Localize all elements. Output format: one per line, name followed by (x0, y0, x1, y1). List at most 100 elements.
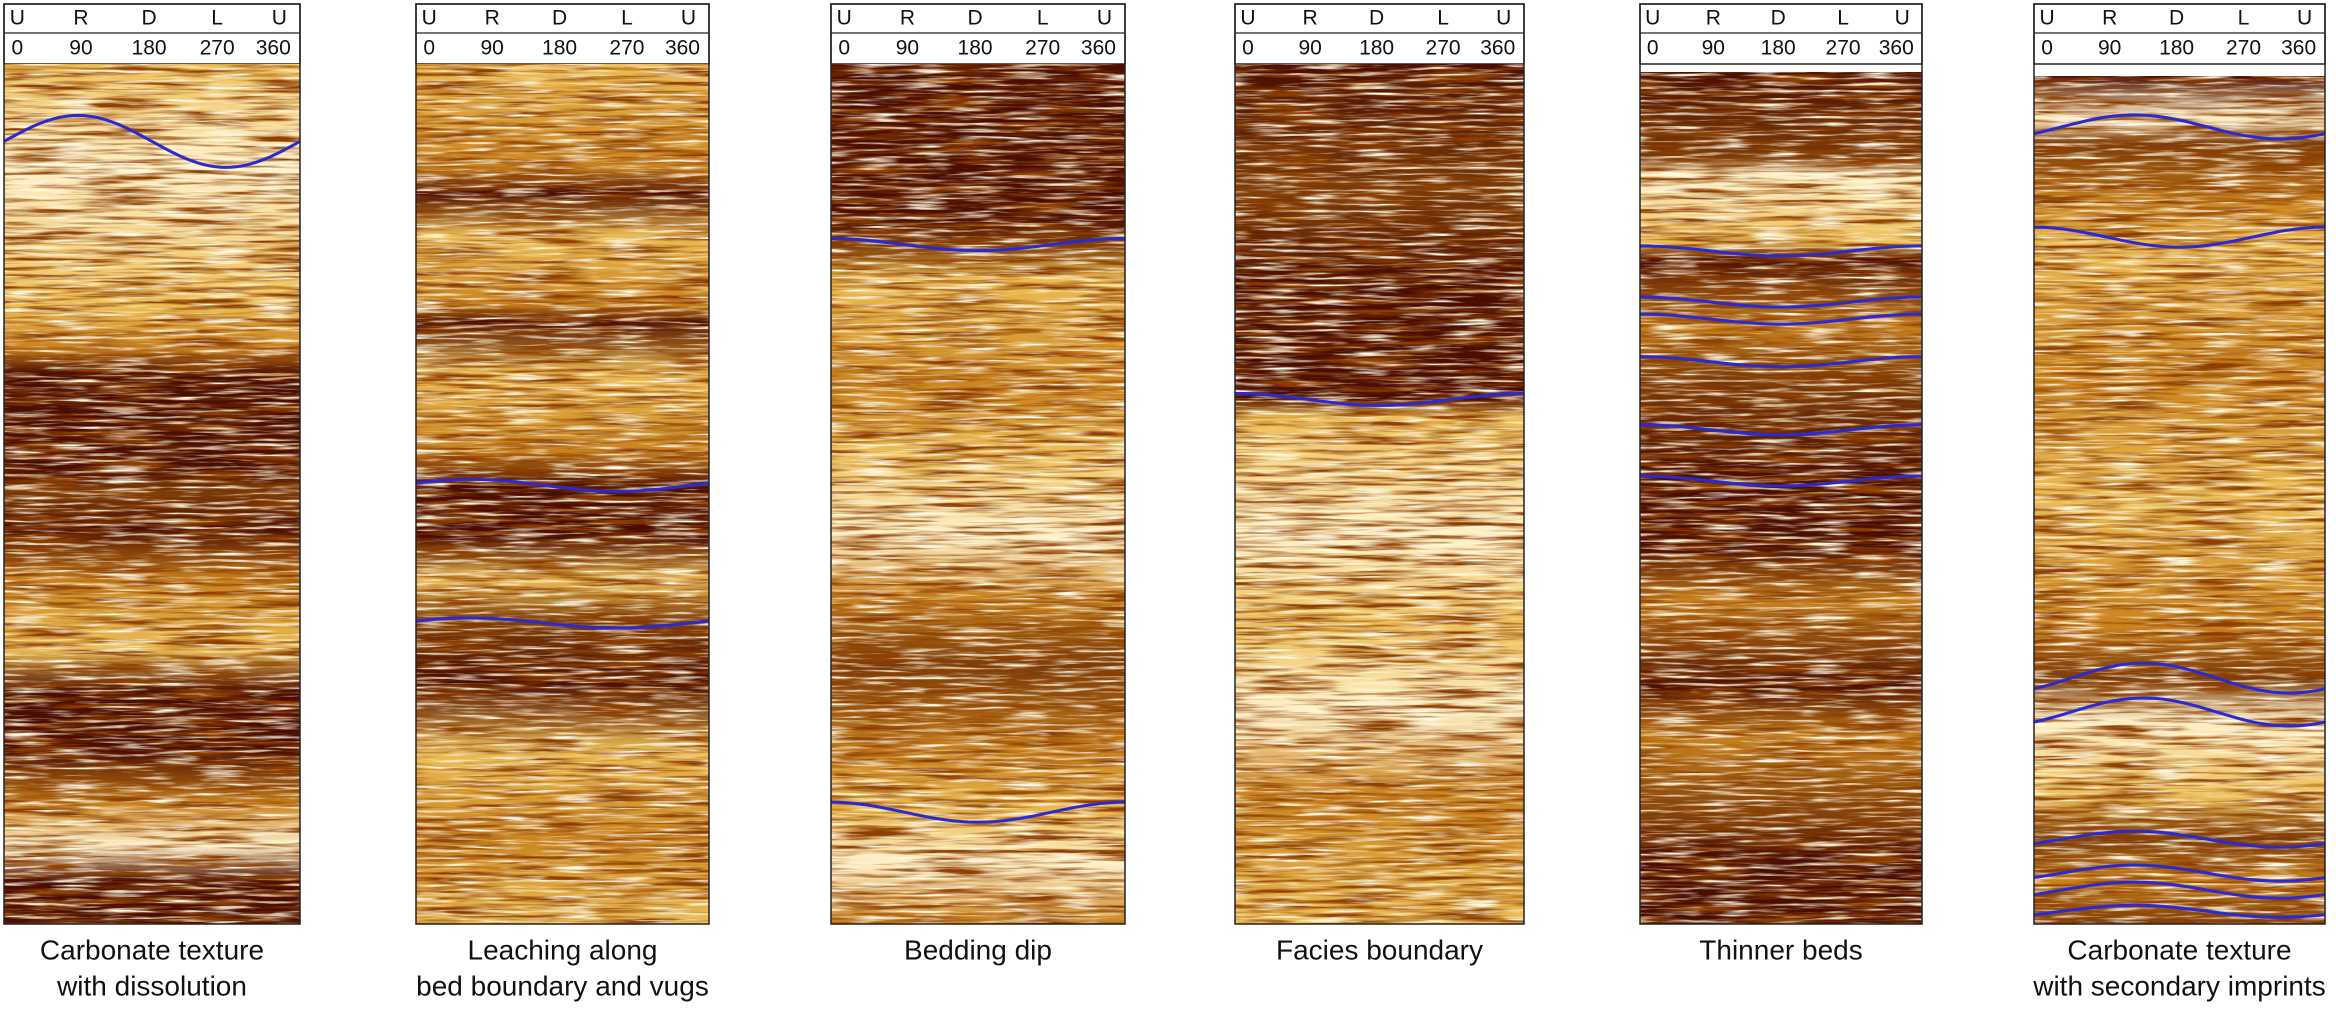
texture-light (831, 64, 1125, 924)
degree-label: 90 (2098, 37, 2121, 60)
direction-label: U (2297, 7, 2312, 30)
dip-sinusoid (830, 800, 1126, 824)
direction-label: L (2238, 7, 2250, 30)
dip-sinusoid (2033, 661, 2326, 695)
texture-light (2034, 76, 2325, 924)
direction-label: L (1437, 7, 1449, 30)
dip-sinusoid (3, 113, 301, 169)
direction-label: D (141, 7, 156, 30)
dip-sinusoid (2033, 113, 2326, 141)
caption: with dissolution (56, 970, 247, 1001)
direction-label: R (485, 7, 500, 30)
degree-label: 360 (665, 37, 700, 60)
dip-sinusoid (415, 477, 710, 493)
caption: bed boundary and vugs (416, 970, 709, 1001)
dip-sinusoid (1640, 244, 1922, 258)
frame (830, 3, 1126, 925)
header (3, 3, 301, 65)
degree-label: 90 (1298, 37, 1321, 60)
direction-label: U (1240, 7, 1255, 30)
degree-label: 270 (609, 37, 644, 60)
dip-sinusoid (2033, 863, 2326, 883)
degree-label: 270 (200, 37, 235, 60)
degree-label: 0 (838, 37, 850, 60)
texture-light (4, 64, 300, 924)
direction-label: D (967, 7, 982, 30)
frame (415, 3, 710, 925)
direction-label: R (1303, 7, 1318, 30)
degree-label: 90 (69, 37, 92, 60)
degree-label: 0 (423, 37, 435, 60)
frame (1639, 3, 1923, 925)
direction-label: R (73, 7, 88, 30)
direction-label: U (1496, 7, 1511, 30)
degree-label: 0 (1647, 37, 1659, 60)
dip-sinusoid (1640, 355, 1922, 369)
dip-sinusoid (2033, 829, 2326, 849)
texture-light (1640, 72, 1922, 924)
degree-label: 180 (1761, 37, 1796, 60)
caption: with secondary imprints (2032, 970, 2326, 1001)
direction-label: R (900, 7, 915, 30)
degree-label: 180 (2159, 37, 2194, 60)
degree-label: 90 (896, 37, 919, 60)
caption: Carbonate texture (40, 934, 264, 965)
dip-sinusoid (1640, 312, 1922, 326)
header (830, 3, 1126, 65)
direction-label: U (837, 7, 852, 30)
degree-label: 360 (256, 37, 291, 60)
degree-label: 0 (11, 37, 23, 60)
frame (2033, 3, 2326, 925)
log-panel: U 0 R 90 D 180 L 270 U 360 Carbonate texture with s… (2032, 3, 2326, 1001)
degree-label: 360 (1879, 37, 1914, 60)
direction-label: L (211, 7, 223, 30)
direction-label: U (1645, 7, 1660, 30)
caption: Leaching along (468, 934, 658, 965)
degree-label: 360 (1480, 37, 1515, 60)
direction-label: L (1837, 7, 1849, 30)
degree-label: 270 (1025, 37, 1060, 60)
caption: Thinner beds (1699, 934, 1862, 965)
degree-label: 180 (542, 37, 577, 60)
dip-sinusoid (2033, 880, 2326, 900)
degree-label: 0 (2041, 37, 2053, 60)
direction-label: D (552, 7, 567, 30)
degree-label: 360 (1081, 37, 1116, 60)
texture-light (1235, 64, 1524, 924)
direction-label: R (1706, 7, 1721, 30)
direction-label: U (10, 7, 25, 30)
direction-label: D (1771, 7, 1786, 30)
degree-label: 180 (958, 37, 993, 60)
caption: Facies boundary (1276, 934, 1483, 965)
direction-label: U (1895, 7, 1910, 30)
dip-sinusoid (831, 237, 1125, 253)
degree-label: 180 (1359, 37, 1394, 60)
direction-label: U (1097, 7, 1112, 30)
log-panel: U 0 R 90 D 180 L 270 U 360 Leaching along bed bound… (415, 3, 710, 1001)
degree-label: 360 (2281, 37, 2316, 60)
log-panel: U 0 R 90 D 180 L 270 U 360 Facies boundary (1234, 3, 1525, 965)
log-panel: U 0 R 90 D 180 L 270 U 360 Bedding dip (830, 3, 1126, 965)
caption: Carbonate texture (2067, 934, 2291, 965)
dip-sinusoid (2033, 903, 2326, 919)
direction-label: U (2040, 7, 2055, 30)
log-panel: U 0 R 90 D 180 L 270 U 360 Thinner beds (1639, 3, 1923, 965)
frame (3, 3, 301, 925)
direction-label: D (2169, 7, 2184, 30)
degree-label: 90 (1702, 37, 1725, 60)
direction-label: U (272, 7, 287, 30)
dip-sinusoid (1639, 295, 1923, 309)
frame (1234, 3, 1525, 925)
direction-label: L (621, 7, 633, 30)
degree-label: 270 (1826, 37, 1861, 60)
direction-label: D (1369, 7, 1384, 30)
dip-sinusoid (415, 616, 710, 630)
header (2033, 3, 2326, 65)
degree-label: 270 (1426, 37, 1461, 60)
degree-label: 0 (1242, 37, 1254, 60)
direction-label: U (681, 7, 696, 30)
direction-label: U (422, 7, 437, 30)
log-panel: U 0 R 90 D 180 L 270 U 360 Carbonate texture with d… (3, 3, 301, 1001)
direction-label: R (2102, 7, 2117, 30)
